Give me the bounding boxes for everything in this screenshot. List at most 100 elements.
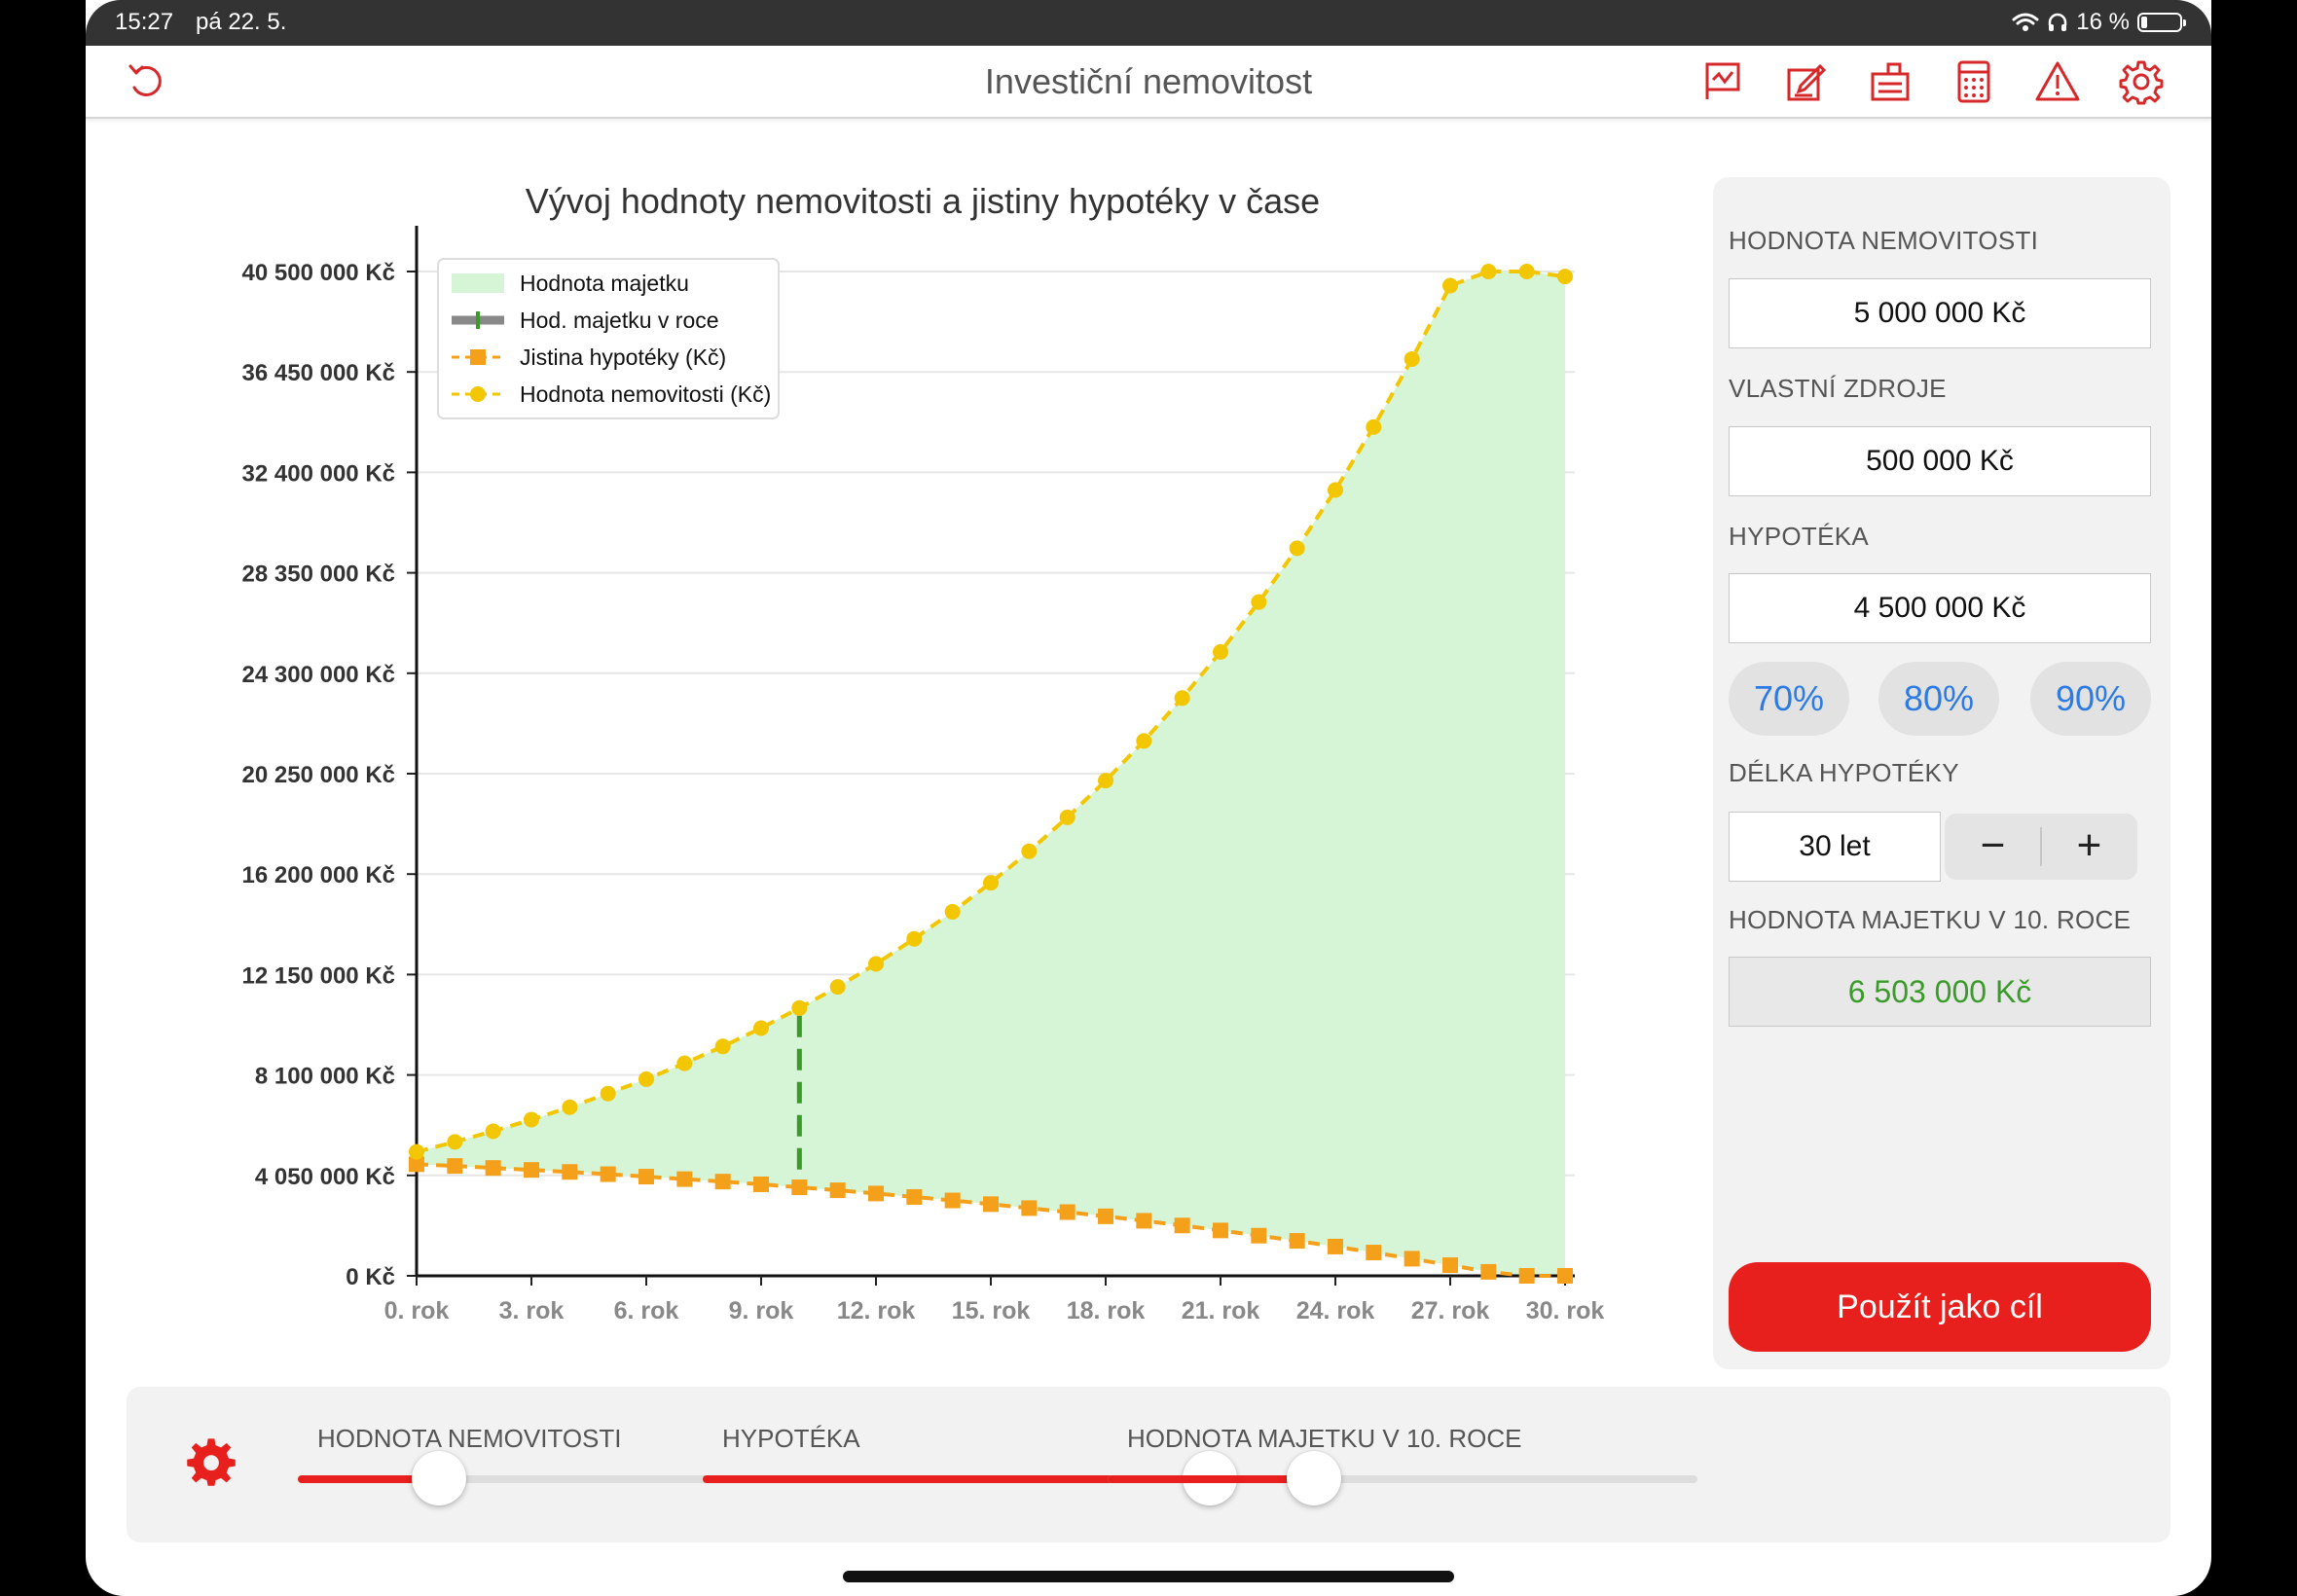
- x-tick-label: 6. rok: [614, 1297, 679, 1324]
- property-value-field[interactable]: 5 000 000 Kč: [1729, 278, 2151, 348]
- mortgage-length-label: DÉLKA HYPOTÉKY: [1729, 758, 1959, 787]
- legend-label: Hodnota majetku: [520, 271, 689, 296]
- mortgage-point: [791, 1179, 808, 1196]
- legend-swatch-property-marker: [470, 386, 486, 402]
- property-point: [1136, 733, 1152, 749]
- own-resources-field[interactable]: 500 000 Kč: [1729, 426, 2151, 496]
- property-point: [1213, 643, 1228, 660]
- mortgage-point: [562, 1164, 578, 1180]
- slider-thumb[interactable]: [412, 1451, 467, 1505]
- mortgage-point: [944, 1192, 961, 1209]
- property-point: [1098, 773, 1113, 789]
- mortgage-point: [1098, 1208, 1113, 1224]
- y-tick-label: 16 200 000 Kč: [242, 862, 395, 889]
- settings-gear-icon[interactable]: [185, 1435, 237, 1488]
- ltv-70-button[interactable]: 70%: [1729, 662, 1849, 736]
- property-point: [1442, 277, 1458, 294]
- mortgage-point: [906, 1188, 923, 1205]
- own-resources-label: VLASTNÍ ZDROJE: [1729, 374, 1947, 403]
- y-tick-label: 0 Kč: [346, 1264, 395, 1290]
- wifi-icon: [2012, 13, 2039, 31]
- property-value-slider[interactable]: [298, 1451, 888, 1505]
- x-tick-label: 15. rok: [952, 1297, 1031, 1324]
- mortgage-point: [1518, 1268, 1535, 1284]
- property-point: [524, 1111, 539, 1128]
- y-tick-label: 36 450 000 Kč: [242, 360, 395, 386]
- mortgage-point: [676, 1171, 693, 1187]
- y-tick-label: 32 400 000 Kč: [242, 460, 395, 487]
- use-as-goal-button[interactable]: Použít jako cíl: [1729, 1262, 2151, 1352]
- battery-percent: 16 %: [2076, 9, 2130, 35]
- property-point: [791, 999, 808, 1016]
- x-tick-label: 18. rok: [1067, 1297, 1146, 1324]
- result-value: 6 503 000 Kč: [1729, 957, 2151, 1027]
- ltv-90-button[interactable]: 90%: [2030, 662, 2151, 736]
- status-bar: 15:27 pá 22. 5. 16 %: [86, 0, 2211, 46]
- mortgage-point: [1328, 1238, 1343, 1254]
- mortgage-point: [409, 1156, 424, 1173]
- x-tick-label: 24. rok: [1296, 1297, 1375, 1324]
- status-right: 16 %: [2012, 9, 2186, 36]
- x-tick-label: 9. rok: [729, 1297, 794, 1324]
- home-indicator[interactable]: [843, 1571, 1454, 1582]
- mortgage-point: [1213, 1222, 1228, 1239]
- y-tick-label: 20 250 000 Kč: [242, 762, 395, 788]
- increment-button[interactable]: +: [2076, 821, 2102, 869]
- slider-track: [1108, 1475, 1697, 1483]
- warning-icon[interactable]: [2034, 58, 2081, 105]
- result-label: HODNOTA MAJETKU V 10. ROCE: [1729, 905, 2132, 934]
- mortgage-point: [638, 1169, 654, 1185]
- side-panel: HODNOTA NEMOVITOSTI 5 000 000 Kč VLASTNÍ…: [1713, 177, 2170, 1369]
- page-title: Investiční nemovitost: [984, 61, 1313, 101]
- ltv-80-button[interactable]: 80%: [1878, 662, 1999, 736]
- calculator-icon[interactable]: [1951, 58, 1997, 105]
- flag-icon[interactable]: [1699, 58, 1746, 105]
- property-point: [1480, 264, 1497, 279]
- slider-label-wealth: HODNOTA MAJETKU V 10. ROCE: [1127, 1424, 1522, 1453]
- property-point: [485, 1123, 501, 1140]
- chart-title: Vývoj hodnoty nemovitosti a jistiny hypo…: [525, 181, 1321, 221]
- chart: 0 Kč 4 050 000 Kč 8 100 000 Kč 12 150 000 K…: [242, 226, 1604, 1324]
- legend-swatch-area: [452, 273, 504, 293]
- slider-fill: [298, 1475, 440, 1483]
- property-value-label: HODNOTA NEMOVITOSTI: [1729, 226, 2039, 255]
- undo-icon[interactable]: [123, 58, 169, 105]
- slider-fill: [703, 1475, 1211, 1483]
- property-point: [1059, 809, 1076, 825]
- wealth-slider[interactable]: [1108, 1451, 1697, 1505]
- y-tick-label: 12 150 000 Kč: [242, 962, 395, 989]
- mortgage-length-field[interactable]: 30 let: [1729, 812, 1941, 882]
- property-point: [944, 903, 961, 920]
- mortgage-point: [1404, 1251, 1420, 1267]
- mortgage-length-stepper[interactable]: − +: [1945, 814, 2137, 880]
- gear-icon[interactable]: [2118, 58, 2165, 105]
- property-point: [562, 1099, 578, 1115]
- mortgage-label: HYPOTÉKA: [1729, 522, 1869, 551]
- mortgage-point: [524, 1162, 539, 1179]
- property-point: [1174, 690, 1190, 707]
- mortgage-field[interactable]: 4 500 000 Kč: [1729, 573, 2151, 643]
- property-point: [1289, 540, 1305, 557]
- slider-track: [298, 1475, 888, 1483]
- status-time: 15:27: [115, 9, 174, 35]
- mortgage-point: [829, 1182, 846, 1199]
- property-point: [1518, 264, 1535, 279]
- property-point: [600, 1085, 616, 1102]
- y-tick-label: 8 100 000 Kč: [255, 1064, 395, 1090]
- x-tick-label: 0. rok: [384, 1297, 450, 1324]
- property-point: [1557, 269, 1573, 285]
- mortgage-point: [983, 1196, 999, 1213]
- mortgage-point: [1059, 1204, 1076, 1220]
- mortgage-point: [485, 1160, 501, 1177]
- slider-thumb[interactable]: [1287, 1451, 1342, 1505]
- property-point: [409, 1143, 424, 1160]
- property-point: [638, 1070, 654, 1087]
- area-wealth: [417, 272, 1565, 1276]
- slider-fill: [1108, 1475, 1315, 1483]
- edit-icon[interactable]: [1783, 58, 1830, 105]
- battery-icon: [2137, 13, 2186, 32]
- status-date: pá 22. 5.: [196, 9, 287, 35]
- scenario-icon[interactable]: [1867, 58, 1914, 105]
- mortgage-point: [1442, 1257, 1458, 1274]
- decrement-button[interactable]: −: [1980, 821, 2006, 869]
